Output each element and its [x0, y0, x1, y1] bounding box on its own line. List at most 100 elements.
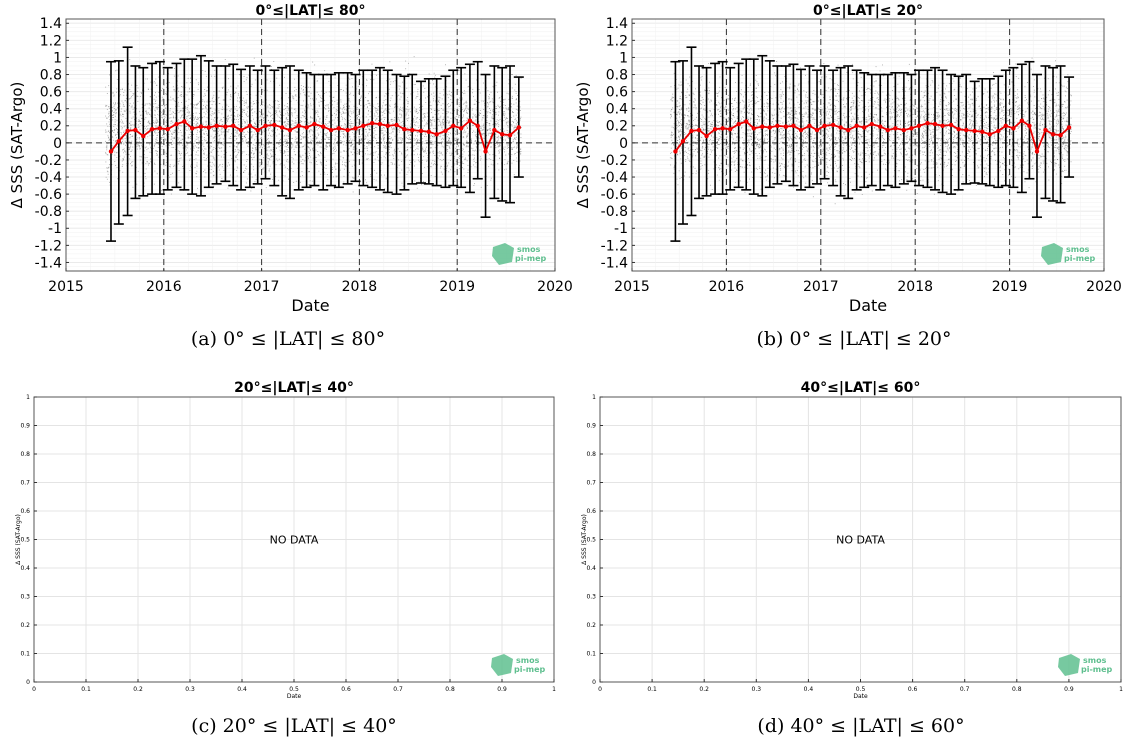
scatter-point: [124, 138, 126, 140]
scatter-point: [317, 110, 319, 112]
scatter-point: [255, 149, 257, 151]
scatter-point: [350, 151, 352, 153]
scatter-point: [321, 136, 323, 138]
scatter-point: [344, 135, 346, 137]
scatter-point: [245, 134, 247, 135]
scatter-point: [432, 79, 433, 81]
scatter-point: [246, 123, 248, 125]
scatter-point: [105, 106, 107, 107]
scatter-point: [492, 123, 494, 125]
scatter-point: [205, 104, 207, 106]
scatter-point: [158, 76, 160, 78]
scatter-point: [463, 120, 465, 122]
scatter-point: [476, 143, 477, 145]
scatter-point: [196, 119, 198, 120]
scatter-point: [368, 91, 370, 93]
scatter-point: [476, 79, 477, 81]
scatter-point: [417, 132, 419, 134]
scatter-point: [278, 146, 280, 148]
scatter-point: [376, 127, 378, 129]
scatter-point: [139, 156, 141, 158]
scatter-point: [453, 137, 455, 139]
scatter-point: [433, 163, 435, 164]
scatter-point: [441, 98, 443, 100]
scatter-point: [252, 135, 254, 137]
scatter-point: [236, 105, 237, 107]
scatter-point: [308, 73, 310, 75]
scatter-point: [442, 135, 444, 136]
scatter-point: [196, 162, 198, 164]
scatter-point: [498, 120, 500, 122]
scatter-point: [514, 126, 516, 128]
scatter-point: [299, 129, 301, 131]
scatter-point: [310, 117, 312, 119]
scatter-point: [507, 109, 509, 111]
scatter-point: [178, 137, 180, 139]
scatter-point: [340, 113, 342, 115]
scatter-point: [315, 121, 317, 123]
scatter-point: [348, 149, 349, 151]
scatter-point: [382, 132, 384, 134]
scatter-point: [472, 108, 474, 110]
scatter-point: [263, 157, 265, 159]
scatter-point: [327, 132, 328, 134]
scatter-point: [421, 184, 423, 186]
scatter-point: [173, 75, 175, 77]
scatter-point: [368, 144, 370, 146]
scatter-point: [160, 164, 162, 165]
scatter-point: [429, 82, 431, 84]
scatter-point: [472, 92, 473, 94]
scatter-point: [136, 95, 138, 97]
scatter-point: [179, 124, 181, 126]
scatter-point: [259, 164, 261, 166]
scatter-point: [269, 159, 271, 161]
scatter-point: [381, 138, 382, 140]
scatter-point: [187, 110, 189, 112]
scatter-point: [520, 151, 522, 152]
scatter-point: [204, 169, 206, 171]
scatter-point: [446, 166, 448, 168]
scatter-point: [405, 156, 407, 158]
scatter-point: [137, 120, 139, 122]
scatter-point: [433, 72, 435, 74]
scatter-point: [447, 122, 449, 124]
scatter-point: [498, 136, 500, 138]
scatter-point: [425, 123, 427, 125]
scatter-point: [370, 111, 372, 113]
scatter-point: [365, 131, 367, 133]
scatter-point: [467, 146, 469, 148]
scatter-point: [213, 175, 214, 177]
scatter-point: [212, 155, 214, 157]
scatter-point: [295, 125, 297, 127]
scatter-point: [105, 161, 107, 163]
scatter-point: [266, 156, 268, 158]
scatter-point: [356, 130, 358, 132]
scatter-point: [385, 99, 387, 100]
scatter-point: [335, 126, 337, 128]
scatter-point: [128, 153, 130, 155]
scatter-point: [458, 102, 460, 104]
scatter-point: [383, 139, 385, 140]
scatter-point: [269, 170, 270, 172]
scatter-point: [196, 107, 198, 109]
scatter-point: [248, 131, 250, 133]
scatter-point: [290, 123, 292, 125]
scatter-point: [290, 127, 292, 128]
scatter-point: [259, 166, 261, 168]
scatter-point: [470, 154, 472, 156]
scatter-point: [214, 113, 216, 115]
scatter-point: [286, 117, 287, 119]
scatter-point: [399, 151, 401, 152]
scatter-point: [214, 130, 216, 132]
scatter-point: [189, 158, 191, 160]
scatter-point: [140, 92, 142, 93]
scatter-point: [105, 129, 107, 131]
scatter-point: [394, 151, 396, 152]
scatter-point: [487, 105, 489, 107]
scatter-point: [242, 100, 243, 101]
scatter-point: [473, 143, 475, 145]
scatter-point: [269, 165, 271, 167]
scatter-point: [419, 134, 421, 136]
scatter-point: [417, 117, 418, 119]
scatter-point: [304, 95, 306, 97]
